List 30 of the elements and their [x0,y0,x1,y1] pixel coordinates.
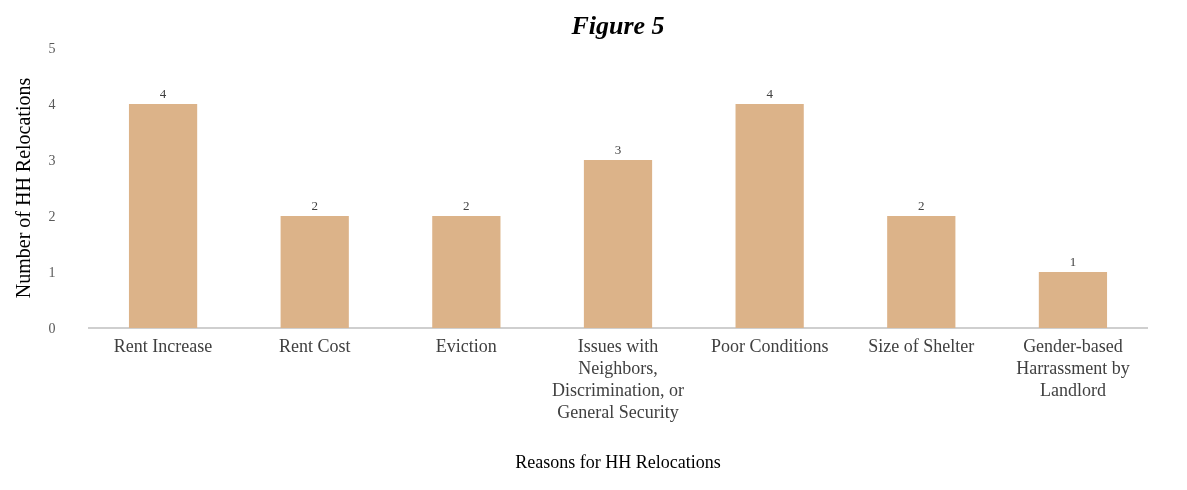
data-label: 3 [614,142,622,157]
y-tick-label: 4 [48,97,56,112]
data-label: 4 [766,86,774,101]
data-label: 2 [311,198,318,213]
data-label: 4 [159,86,167,101]
y-tick-label: 0 [48,321,56,336]
data-label: 2 [463,198,470,213]
chart-title: Figure 5 [570,11,665,40]
data-label: 1 [1069,254,1077,269]
bar [1038,272,1108,328]
x-tick-label: Poor Conditions [710,336,829,356]
y-tick-label: 3 [48,153,56,168]
x-tick-label: Eviction [435,336,497,356]
x-tick-label: Gender-based Harrassment by Landlord [1016,336,1130,400]
x-tick-label: Issues with Neighbors, Discrimination, or General Security [552,336,684,422]
y-axis-title: Number of HH Relocations [12,77,34,299]
bar [432,216,501,328]
y-tick-label: 2 [48,209,56,224]
y-tick-label: 5 [48,41,56,56]
bar [887,216,956,328]
bar [128,104,198,328]
x-tick-label: Rent Cost [278,336,351,356]
bar [735,104,804,328]
bar [583,160,653,328]
x-tick-label: Size of Shelter [868,336,975,356]
data-label: 2 [918,198,925,213]
x-axis-title: Reasons for HH Relocations [515,452,721,472]
x-tick-label: Rent Increase [113,336,213,356]
y-tick-label: 1 [48,265,56,280]
bar [280,216,349,328]
